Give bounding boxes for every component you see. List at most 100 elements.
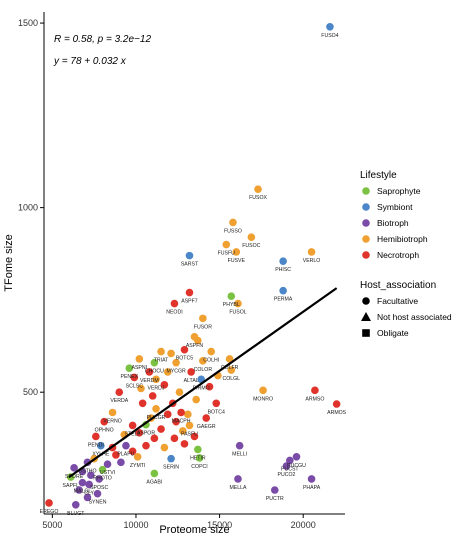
- x-axis-title: Proteome size: [159, 524, 229, 536]
- data-point: [157, 347, 165, 356]
- data-point: [167, 349, 175, 358]
- data-point: [180, 440, 189, 448]
- data-point: [192, 395, 200, 404]
- point-label: FUSOL: [229, 310, 246, 316]
- points-layer: [45, 22, 341, 509]
- point-label: EREGO: [40, 509, 59, 515]
- data-point: [152, 375, 160, 384]
- data-point: [199, 314, 207, 323]
- data-point: [254, 185, 262, 193]
- data-point: [95, 475, 103, 483]
- data-point: [207, 347, 216, 356]
- point-label: USTVI: [100, 470, 115, 476]
- x-tick-label: 5000: [42, 520, 62, 530]
- data-point: [128, 421, 137, 430]
- legend-item: Facultative: [377, 296, 418, 306]
- point-label: ASPF7: [181, 299, 198, 305]
- legend-title-lifestyle: Lifestyle: [360, 170, 397, 181]
- legend-item: Hemibiotroph: [377, 234, 428, 244]
- data-point: [227, 366, 236, 374]
- point-label: ARMSO: [305, 396, 324, 402]
- data-point: [282, 462, 291, 470]
- axes: 5000 10000 15000 20000 500 1000 1500 Proteome s…: [3, 12, 345, 536]
- data-point: [235, 441, 244, 450]
- data-point: [185, 251, 194, 260]
- point-label: COLHI: [203, 358, 219, 364]
- legend-swatch: [362, 297, 370, 305]
- data-point: [202, 414, 211, 422]
- point-label: BOTC4: [208, 409, 225, 415]
- data-point: [83, 493, 92, 502]
- data-point: [92, 432, 100, 441]
- data-point: [229, 218, 237, 227]
- point-label: COLOR: [194, 367, 213, 373]
- point-label: PHISC: [275, 267, 291, 273]
- legend-swatch: [362, 203, 370, 211]
- data-point: [286, 456, 294, 465]
- legend-item: Biotroph: [377, 218, 409, 228]
- point-label: FUSSO: [224, 228, 242, 234]
- point-label: BOTC5: [176, 356, 193, 362]
- data-point: [133, 452, 142, 461]
- data-point: [234, 475, 242, 483]
- data-point: [227, 292, 236, 301]
- x-tick-label: 10000: [123, 520, 148, 530]
- point-label: PUCGU: [287, 463, 306, 469]
- data-point: [103, 460, 112, 468]
- data-point: [100, 417, 108, 426]
- data-point: [75, 486, 83, 494]
- data-point: [199, 357, 207, 365]
- y-tick-label: 500: [23, 387, 38, 397]
- data-point: [125, 364, 134, 372]
- point-label: MACPH: [172, 418, 191, 424]
- point-label: AGABI: [146, 479, 162, 485]
- point-label: PIRMO: [193, 385, 210, 391]
- point-label: MELLA: [229, 485, 247, 491]
- data-point: [98, 465, 107, 474]
- legend-swatch: [361, 312, 371, 321]
- point-label: HETIR: [190, 455, 206, 461]
- data-point: [135, 428, 144, 437]
- legend-swatch: [362, 187, 370, 195]
- data-point: [292, 452, 301, 461]
- data-point: [137, 384, 145, 393]
- legend-item: Symbiont: [377, 202, 413, 212]
- point-label: PHYBL: [223, 302, 240, 308]
- data-point: [71, 500, 80, 509]
- legend-swatch: [362, 235, 370, 243]
- point-label: FUSVE: [228, 258, 246, 264]
- data-point: [180, 345, 189, 354]
- data-point: [135, 355, 144, 363]
- data-point: [184, 410, 192, 419]
- data-point: [247, 233, 256, 241]
- point-label: PUCGR: [147, 415, 166, 421]
- point-label: CLY: [84, 490, 94, 496]
- data-point: [128, 447, 137, 456]
- data-point: [205, 382, 214, 391]
- point-label: MYCGR: [166, 369, 186, 375]
- equation-annotation: y = 78 + 0.032 x: [53, 56, 127, 67]
- data-point: [85, 480, 93, 489]
- legend-item: Obligate: [377, 328, 409, 338]
- point-label: RHOTO: [93, 476, 112, 482]
- regression-line: [68, 287, 338, 478]
- data-point: [142, 441, 150, 450]
- point-label: COLFR: [221, 365, 239, 371]
- point-label: ALTAL: [184, 378, 199, 384]
- point-label: SPOSC: [90, 485, 108, 491]
- data-point: [93, 489, 102, 498]
- y-tick-label: 1500: [18, 18, 38, 28]
- regression-layer: [68, 287, 338, 478]
- data-point: [307, 475, 316, 483]
- data-point: [148, 392, 157, 400]
- point-label: VERLO: [303, 258, 321, 264]
- point-label: COLGL: [222, 376, 240, 382]
- point-label: PASFU: [181, 431, 198, 437]
- y-tick-label: 1000: [18, 203, 38, 213]
- legend-title-host: Host_association: [360, 280, 436, 291]
- data-point: [150, 434, 159, 443]
- data-point: [279, 286, 287, 295]
- data-point: [232, 248, 241, 256]
- point-label: ASPFN: [186, 343, 204, 349]
